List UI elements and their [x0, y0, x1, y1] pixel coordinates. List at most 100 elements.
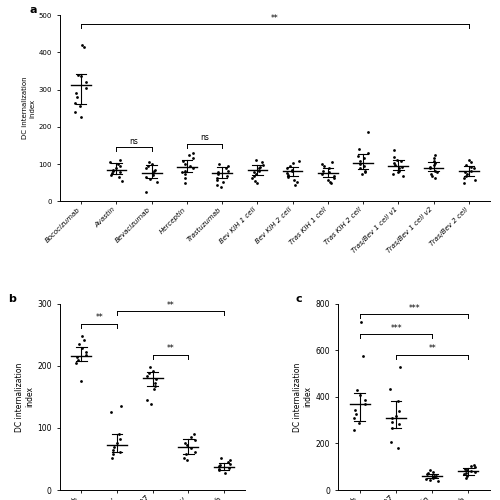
Point	[110, 442, 118, 450]
Point	[350, 414, 358, 422]
Point	[258, 158, 266, 166]
Point	[213, 180, 221, 188]
Point	[427, 170, 435, 178]
Text: ***: ***	[390, 324, 402, 332]
Point	[259, 161, 267, 169]
Point	[430, 166, 438, 174]
Point	[150, 170, 158, 177]
Point	[356, 157, 364, 165]
Point	[290, 180, 298, 188]
Y-axis label: DC internalization
index: DC internalization index	[293, 362, 312, 432]
Point	[142, 164, 150, 172]
Point	[295, 157, 303, 165]
Point	[112, 164, 120, 172]
Point	[326, 168, 334, 176]
Point	[109, 446, 117, 454]
Point	[109, 450, 117, 458]
Point	[220, 468, 228, 476]
Text: **: **	[166, 300, 174, 310]
Point	[426, 163, 434, 171]
Y-axis label: DC internalization
index: DC internalization index	[15, 362, 34, 432]
Point	[183, 456, 191, 464]
Point	[226, 460, 234, 468]
Point	[216, 160, 224, 168]
Point	[352, 410, 360, 418]
Point	[142, 173, 150, 181]
Point	[431, 174, 439, 182]
Point	[212, 174, 220, 182]
Point	[465, 156, 473, 164]
Point	[80, 336, 88, 344]
Point	[430, 157, 438, 165]
Point	[462, 161, 470, 169]
Text: **: **	[271, 14, 279, 23]
Point	[107, 171, 115, 179]
Point	[149, 367, 157, 375]
Text: a: a	[30, 5, 38, 15]
Point	[180, 454, 188, 462]
Point	[364, 149, 372, 157]
Point	[326, 178, 334, 186]
Point	[351, 406, 359, 413]
Point	[250, 168, 258, 176]
Point	[182, 450, 190, 458]
Point	[431, 160, 439, 168]
Point	[434, 476, 442, 484]
Point	[250, 177, 258, 185]
Point	[186, 150, 194, 158]
Point	[143, 372, 151, 380]
Point	[424, 469, 432, 477]
Point	[388, 418, 396, 426]
Point	[145, 158, 153, 166]
Point	[284, 164, 292, 172]
Point	[118, 177, 126, 185]
Point	[430, 472, 438, 480]
Point	[116, 168, 124, 176]
Point	[390, 146, 398, 154]
Point	[181, 160, 189, 168]
Point	[252, 180, 260, 188]
Point	[364, 128, 372, 136]
Point	[218, 178, 226, 186]
Point	[386, 386, 394, 394]
Point	[395, 164, 403, 172]
Point	[283, 170, 291, 177]
Point	[358, 170, 366, 178]
Point	[182, 170, 190, 178]
Point	[356, 390, 364, 398]
Point	[191, 448, 199, 456]
Text: c: c	[296, 294, 302, 304]
Point	[460, 464, 468, 472]
Point	[72, 358, 80, 366]
Point	[460, 470, 468, 478]
Point	[182, 442, 190, 450]
Point	[388, 424, 396, 432]
Point	[71, 108, 79, 116]
Point	[188, 444, 196, 452]
Point	[116, 162, 124, 170]
Point	[72, 98, 80, 106]
Point	[463, 472, 471, 480]
Point	[460, 174, 468, 182]
Point	[430, 473, 438, 481]
Point	[318, 160, 326, 168]
Point	[422, 470, 430, 478]
Point	[186, 162, 194, 170]
Point	[327, 180, 335, 188]
Point	[471, 176, 479, 184]
Point	[216, 183, 224, 191]
Point	[145, 370, 153, 378]
Point	[355, 419, 363, 427]
Point	[389, 170, 397, 178]
Point	[78, 332, 86, 340]
Text: ns: ns	[200, 133, 209, 142]
Point	[226, 456, 234, 464]
Point	[108, 170, 116, 177]
Point	[146, 363, 154, 371]
Point	[388, 414, 396, 422]
Point	[224, 162, 232, 170]
Point	[80, 42, 88, 50]
Point	[115, 430, 123, 438]
Point	[470, 461, 478, 469]
Point	[148, 171, 156, 179]
